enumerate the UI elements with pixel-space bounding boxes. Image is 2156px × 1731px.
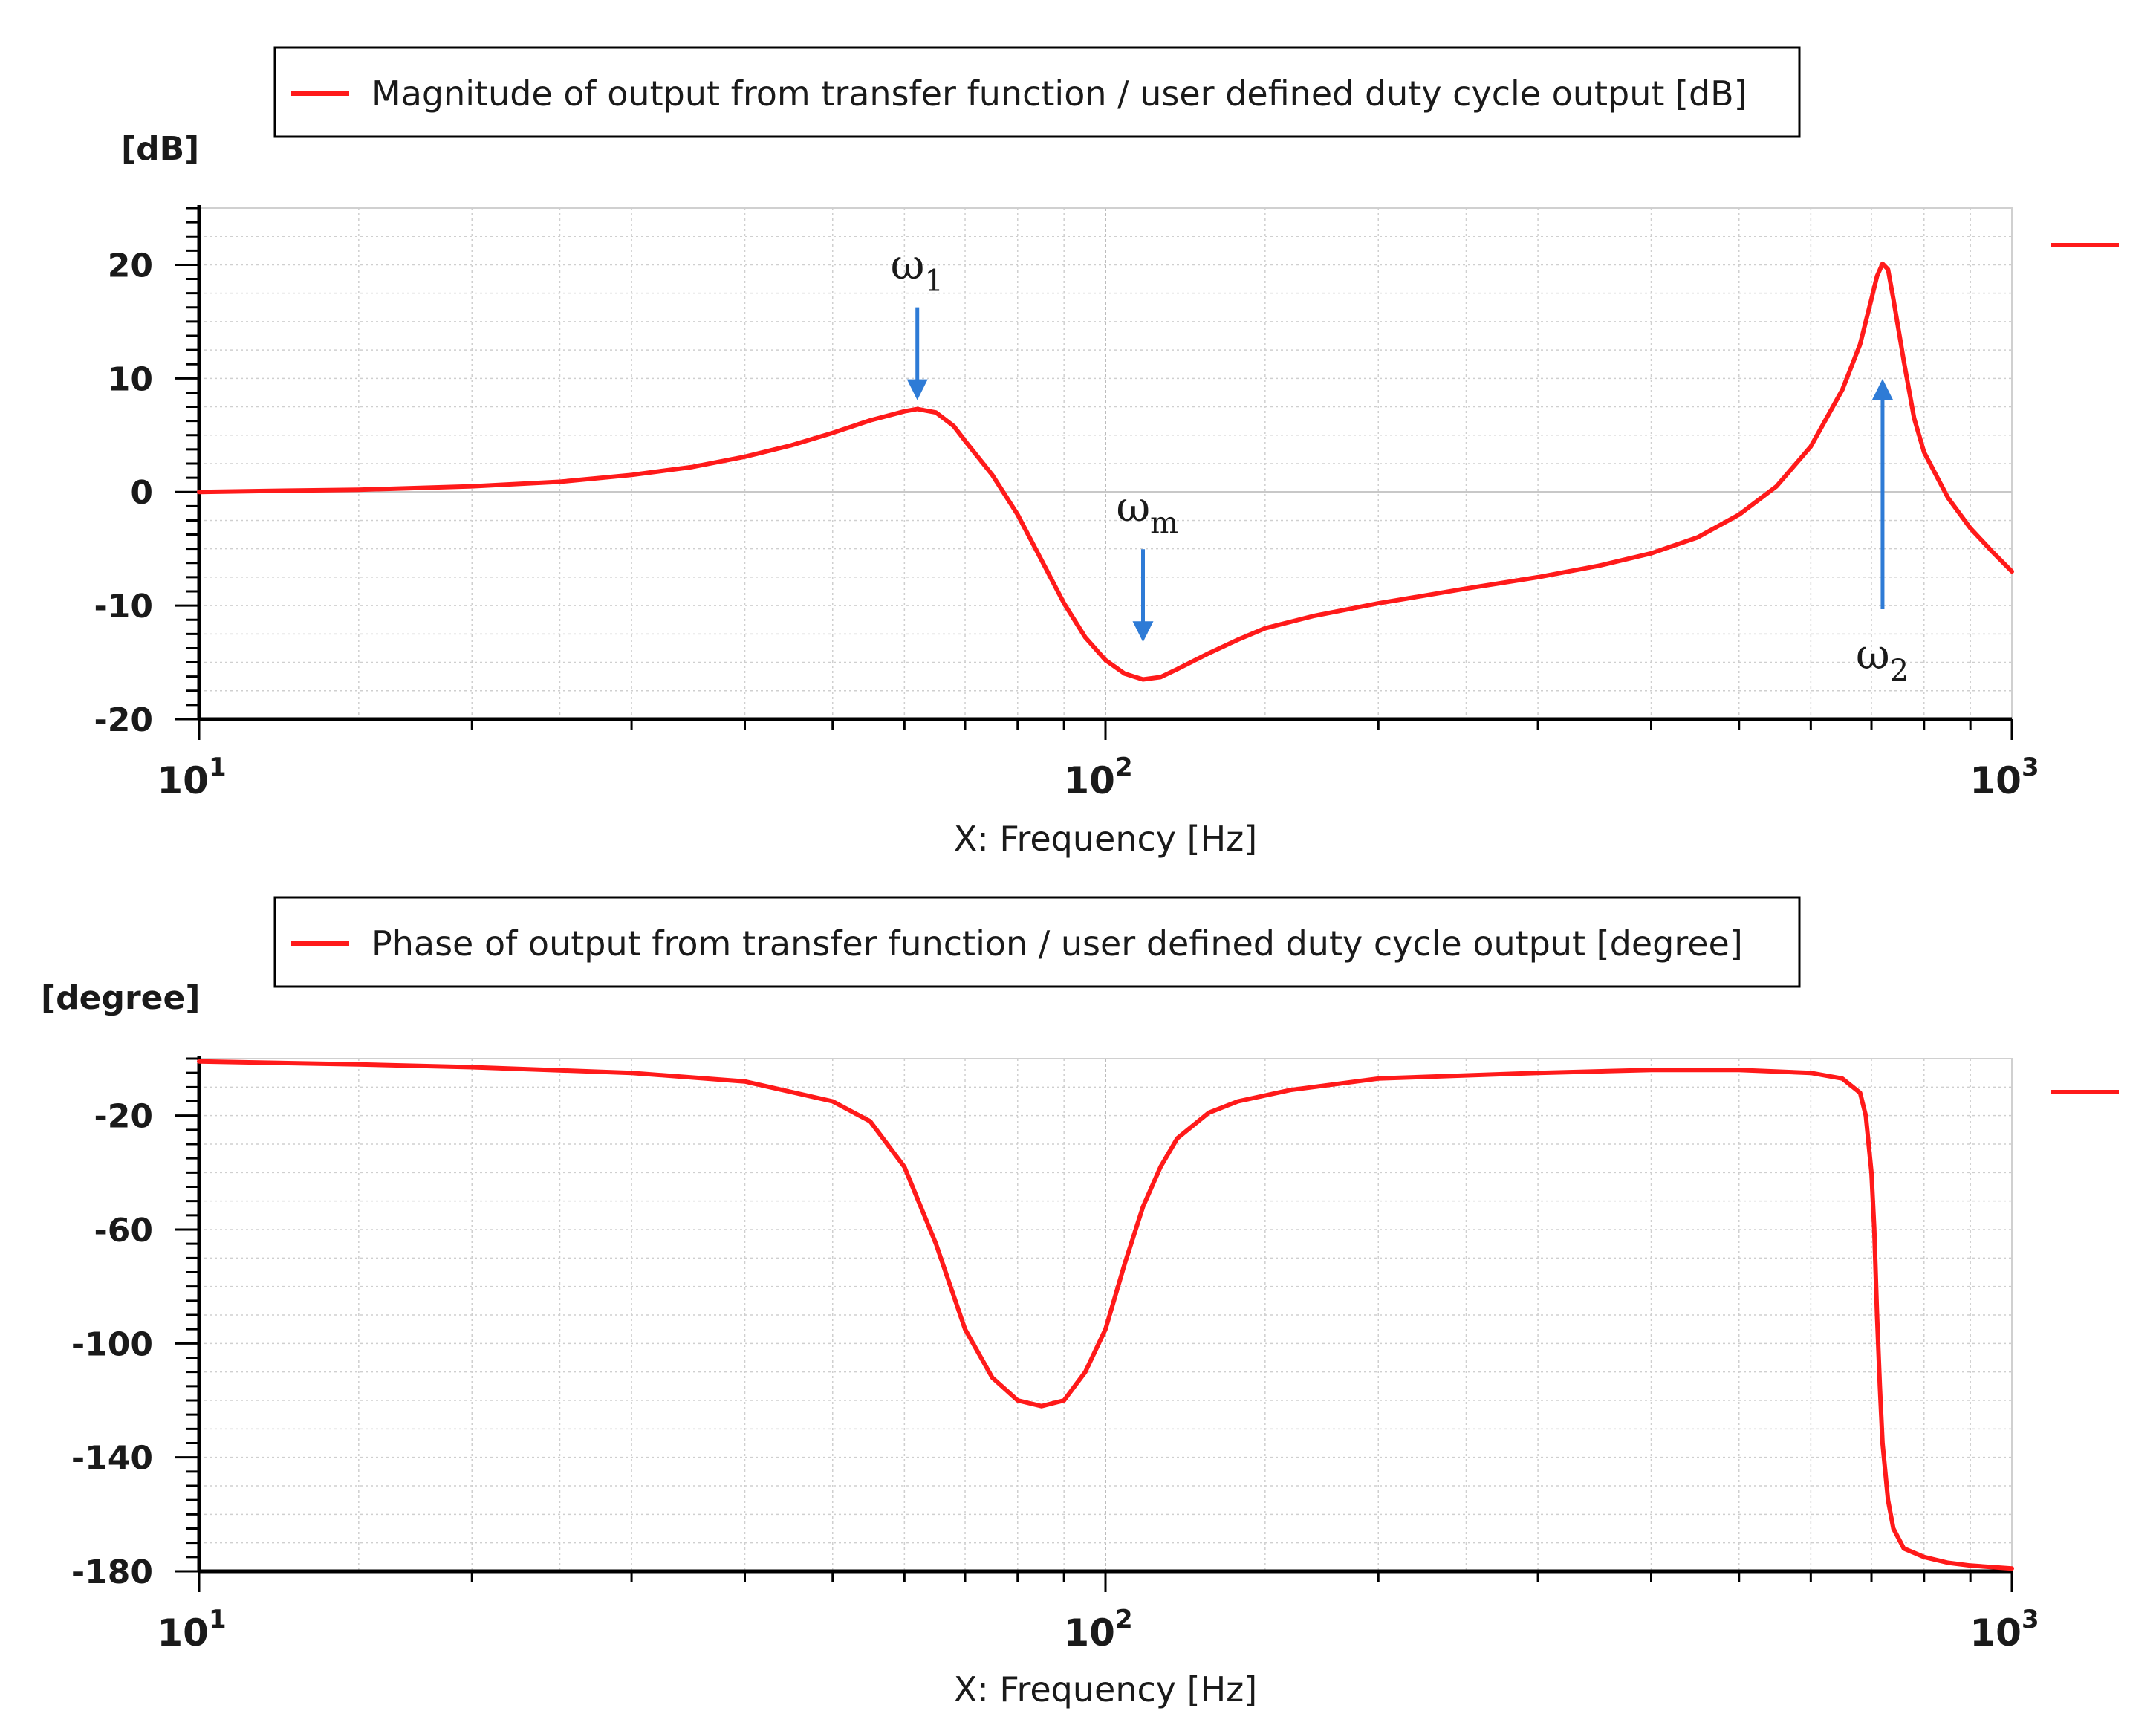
annotation-omega-1: ω1 [891, 241, 944, 400]
magnitude-legend-box [273, 46, 1801, 138]
magnitude-y-tick-label: 0 [130, 474, 153, 512]
annotation-arrowhead [906, 379, 928, 400]
phase-y-tick-label: -60 [94, 1212, 154, 1250]
magnitude-chart: Magnitude of output from transfer functi… [94, 46, 2119, 859]
magnitude-x-tick-base: 10 [1063, 759, 1115, 802]
magnitude-legend: Magnitude of output from transfer functi… [273, 46, 1801, 138]
magnitude-x-tick-base: 10 [157, 759, 209, 802]
annotation-label: ωm [1116, 483, 1178, 540]
phase-chart: Phase of output from transfer function /… [41, 896, 2119, 1709]
magnitude-y-tick-label: -20 [94, 701, 154, 739]
annotation-arrowhead [1871, 379, 1893, 400]
phase-x-tick-base: 10 [1063, 1611, 1115, 1654]
phase-legend-label: Phase of output from transfer function /… [371, 923, 1743, 964]
phase-legend: Phase of output from transfer function /… [273, 896, 1801, 988]
phase-x-tick-label: 101 [157, 1605, 226, 1654]
magnitude-x-tick-label: 103 [1970, 753, 2039, 802]
phase-y-tick-label: -100 [71, 1325, 153, 1363]
phase-y-tick-label: -140 [71, 1440, 153, 1478]
phase-y-tick-label: -180 [71, 1553, 153, 1591]
magnitude-series-line [197, 261, 2014, 682]
phase-x-tick-label: 102 [1063, 1605, 1132, 1654]
magnitude-y-tick-label: 10 [108, 360, 153, 398]
phase-y-tick-label: -20 [94, 1098, 154, 1136]
phase-series-line [197, 1059, 2014, 1571]
magnitude-x-axis-label: X: Frequency [Hz] [954, 819, 1258, 859]
phase-x-tick-base: 10 [1970, 1611, 2022, 1654]
annotation-label: ω2 [1856, 631, 1909, 688]
phase-x-tick-exponent: 3 [2022, 1605, 2039, 1634]
magnitude-grid [198, 207, 2013, 720]
magnitude-y-tick-label: 20 [108, 247, 153, 285]
phase-curve-group [197, 1059, 2014, 1571]
annotation-label: ω1 [891, 241, 944, 299]
annotation-omega-m: ωm [1116, 483, 1178, 643]
magnitude-x-tick-exponent: 3 [2022, 753, 2039, 782]
magnitude-curve-group [197, 261, 2014, 682]
magnitude-legend-label: Magnitude of output from transfer functi… [371, 74, 1747, 114]
phase-x-axis-label: X: Frequency [Hz] [954, 1669, 1258, 1709]
magnitude-annotations: ω1 ωm ω2 [891, 241, 1909, 688]
magnitude-y-tick-label: -10 [94, 588, 154, 626]
phase-x-tick-base: 10 [157, 1611, 209, 1654]
phase-x-tick-exponent: 2 [1115, 1605, 1133, 1634]
phase-x-tick-exponent: 1 [209, 1605, 227, 1634]
magnitude-x-tick-label: 102 [1063, 753, 1132, 802]
magnitude-x-tick-exponent: 1 [209, 753, 227, 782]
magnitude-unit-label: [dB] [121, 130, 199, 168]
magnitude-x-tick-label: 101 [157, 753, 226, 802]
annotation-arrowhead [1132, 621, 1154, 643]
phase-unit-label: [degree] [41, 979, 200, 1017]
annotation-omega-2: ω2 [1856, 379, 1909, 688]
phase-grid [198, 1058, 2013, 1572]
phase-x-tick-label: 103 [1970, 1605, 2039, 1654]
magnitude-x-tick-exponent: 2 [1115, 753, 1133, 782]
phase-legend-box [273, 896, 1801, 988]
magnitude-x-tick-base: 10 [1970, 759, 2022, 802]
